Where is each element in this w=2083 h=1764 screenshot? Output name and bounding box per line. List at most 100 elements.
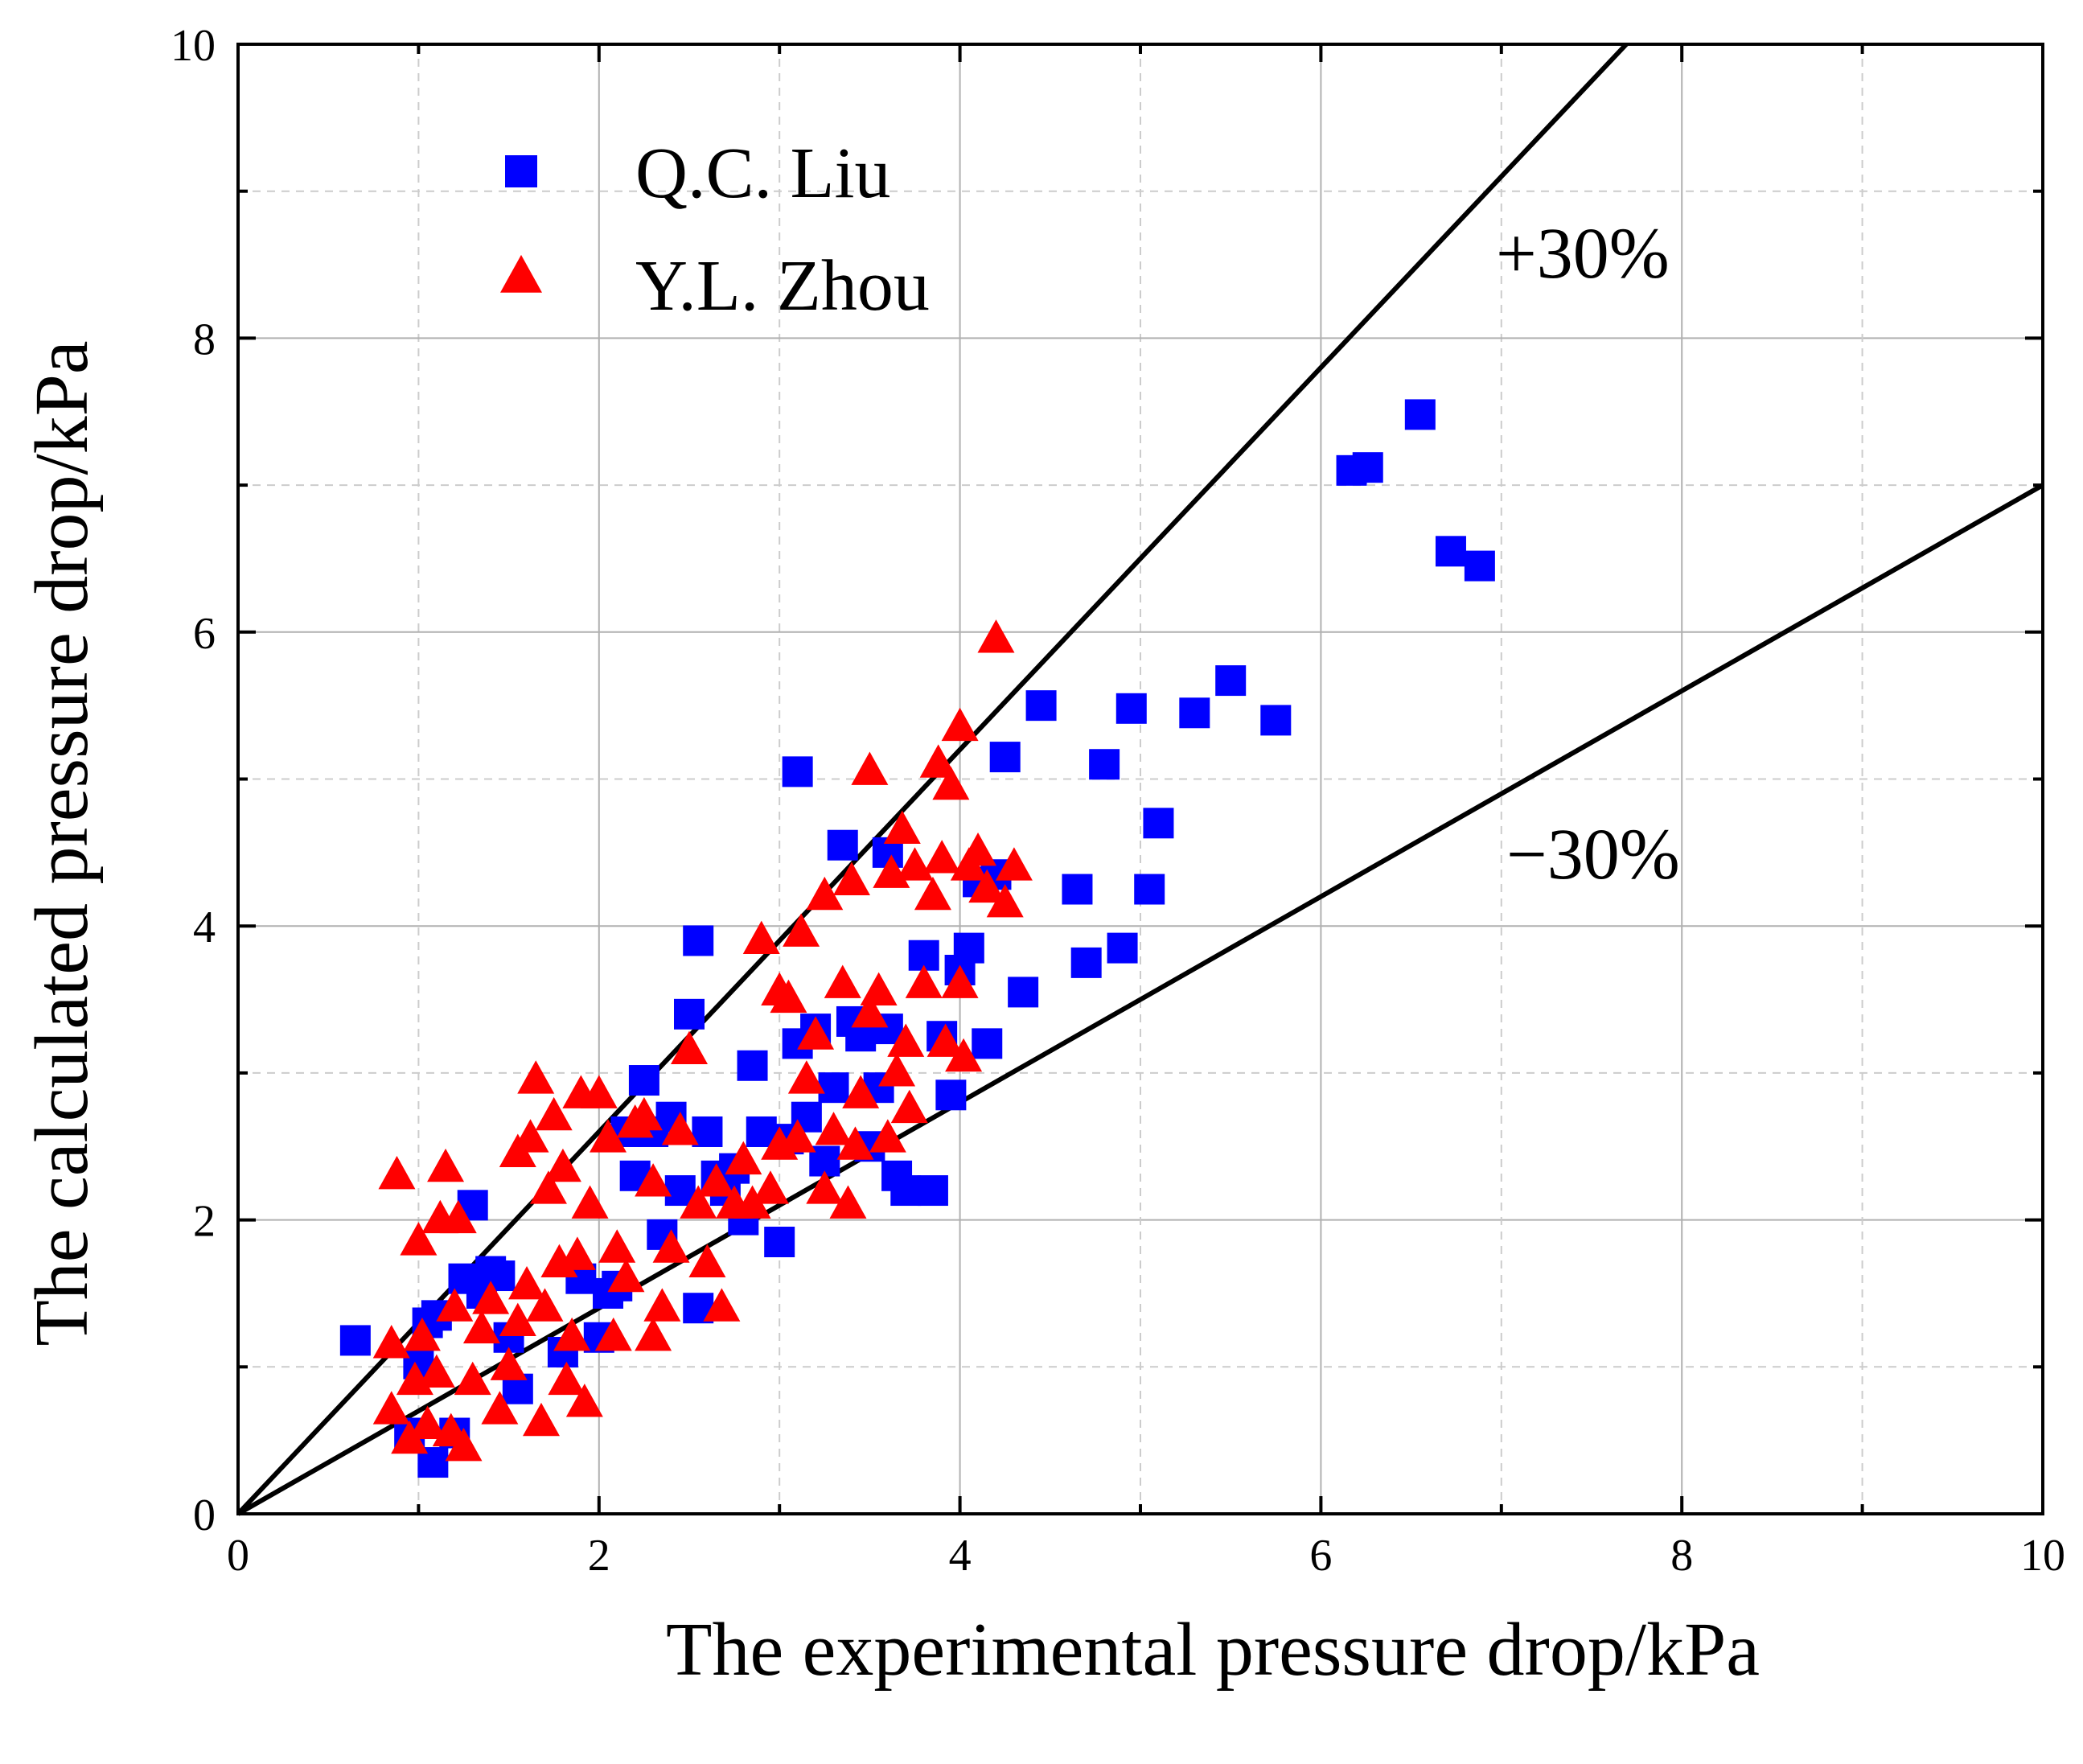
data-point-triangle xyxy=(517,1060,555,1094)
y-tick-label: 6 xyxy=(193,609,216,659)
x-tick-label: 6 xyxy=(1309,1531,1332,1581)
data-point-square xyxy=(683,925,714,956)
data-point-triangle xyxy=(806,1170,844,1204)
y-axis-title: The calculated pressure drop/kPa xyxy=(20,340,104,1346)
data-point-triangle xyxy=(883,810,921,845)
data-point-triangle xyxy=(522,1402,560,1437)
data-point-square xyxy=(818,1072,849,1104)
reference-line-minus-30 xyxy=(236,483,2044,1516)
data-point-square xyxy=(1107,932,1138,964)
data-point-triangle xyxy=(697,1163,735,1197)
data-point-triangle xyxy=(372,1325,410,1359)
axis-ticks xyxy=(236,43,2044,1515)
data-point-triangle xyxy=(535,1096,573,1131)
data-point-triangle xyxy=(905,964,943,998)
data-point-triangle xyxy=(598,1229,636,1263)
data-point-square xyxy=(1260,705,1292,736)
data-point-square xyxy=(1134,874,1165,905)
data-point-triangle xyxy=(986,883,1024,918)
data-point-square xyxy=(1115,693,1147,724)
data-point-square xyxy=(935,1079,967,1111)
y-tick-label: 4 xyxy=(193,903,216,952)
data-point-square xyxy=(1143,808,1174,839)
data-point-square xyxy=(737,1050,768,1081)
x-tick-label: 2 xyxy=(588,1531,610,1581)
data-point-triangle xyxy=(529,1170,567,1204)
data-point-triangle xyxy=(926,1023,964,1057)
legend-marker-y-l-zhou xyxy=(500,254,542,293)
data-point-square xyxy=(1215,665,1247,697)
data-point-triangle xyxy=(594,1317,632,1351)
data-point-triangle xyxy=(417,1354,455,1388)
data-point-triangle xyxy=(643,1288,681,1322)
data-point-triangle xyxy=(959,833,997,866)
data-point-square xyxy=(1008,977,1039,1008)
annotation-minus-30: −30% xyxy=(1506,815,1680,894)
data-point-triangle xyxy=(890,1089,928,1124)
x-tick-label: 8 xyxy=(1670,1531,1693,1581)
data-point-triangle xyxy=(436,1288,474,1322)
data-point-triangle xyxy=(914,876,951,911)
data-point-triangle xyxy=(472,1281,510,1314)
data-point-square xyxy=(764,1227,795,1258)
legend: Q.C. Liu Y.L. Zhou xyxy=(500,134,930,326)
data-point-triangle xyxy=(919,744,957,778)
data-point-triangle xyxy=(832,861,870,895)
data-point-triangle xyxy=(878,1053,916,1087)
data-point-triangle xyxy=(977,619,1015,653)
data-point-triangle xyxy=(842,1075,880,1108)
data-point-triangle xyxy=(887,1023,925,1057)
data-point-triangle xyxy=(403,1317,441,1351)
x-tick-label: 0 xyxy=(227,1531,249,1581)
data-point-triangle xyxy=(671,1030,708,1065)
data-point-triangle xyxy=(725,1141,762,1175)
data-point-triangle xyxy=(869,1119,906,1153)
annotation-plus-30: +30% xyxy=(1496,214,1670,294)
data-point-triangle xyxy=(607,1258,645,1293)
data-point-triangle xyxy=(941,707,979,742)
data-point-triangle xyxy=(445,1427,483,1462)
data-point-square xyxy=(1179,697,1210,729)
data-point-triangle xyxy=(652,1229,690,1263)
data-point-square xyxy=(1435,536,1466,567)
y-tick-label: 0 xyxy=(193,1491,216,1540)
data-point-square xyxy=(1025,690,1057,722)
data-point-triangle xyxy=(590,1119,627,1153)
data-point-square xyxy=(917,1175,948,1207)
data-point-triangle xyxy=(635,1317,672,1351)
data-point-square xyxy=(972,1028,1003,1059)
data-point-triangle xyxy=(815,1112,853,1145)
data-point-square xyxy=(1062,874,1093,905)
data-point-triangle xyxy=(851,751,889,785)
data-point-triangle xyxy=(945,1038,983,1072)
data-point-square xyxy=(1070,947,1102,978)
data-point-triangle xyxy=(995,847,1033,881)
data-point-triangle xyxy=(733,1185,771,1219)
data-point-triangle xyxy=(742,920,780,955)
data-point-square xyxy=(890,1175,922,1207)
data-point-square xyxy=(1352,452,1383,483)
data-point-triangle xyxy=(439,1199,477,1234)
data-point-triangle xyxy=(558,1236,596,1270)
data-point-triangle xyxy=(580,1075,618,1108)
data-point-square xyxy=(1464,550,1495,582)
data-point-triangle xyxy=(787,1060,825,1094)
data-point-triangle xyxy=(508,1265,546,1300)
data-point-triangle xyxy=(703,1288,741,1322)
legend-square-marker xyxy=(505,155,537,187)
data-point-triangle xyxy=(409,1405,446,1439)
series-y-l-zhou xyxy=(372,619,1033,1462)
data-point-triangle xyxy=(770,979,807,1014)
data-point-triangle xyxy=(688,1244,726,1277)
tick-labels: 0 2 4 6 8 10 0 2 4 6 8 10 xyxy=(171,21,2065,1581)
x-axis-title: The experimental pressure drop/kPa xyxy=(666,1608,1760,1692)
data-point-triangle xyxy=(553,1317,591,1351)
data-point-triangle xyxy=(968,869,1006,903)
data-point-triangle xyxy=(544,1148,581,1182)
data-point-triangle xyxy=(923,840,961,874)
legend-label-q-c-liu: Q.C. Liu xyxy=(635,134,891,213)
data-point-triangle xyxy=(625,1096,663,1131)
data-point-square xyxy=(1404,399,1436,430)
